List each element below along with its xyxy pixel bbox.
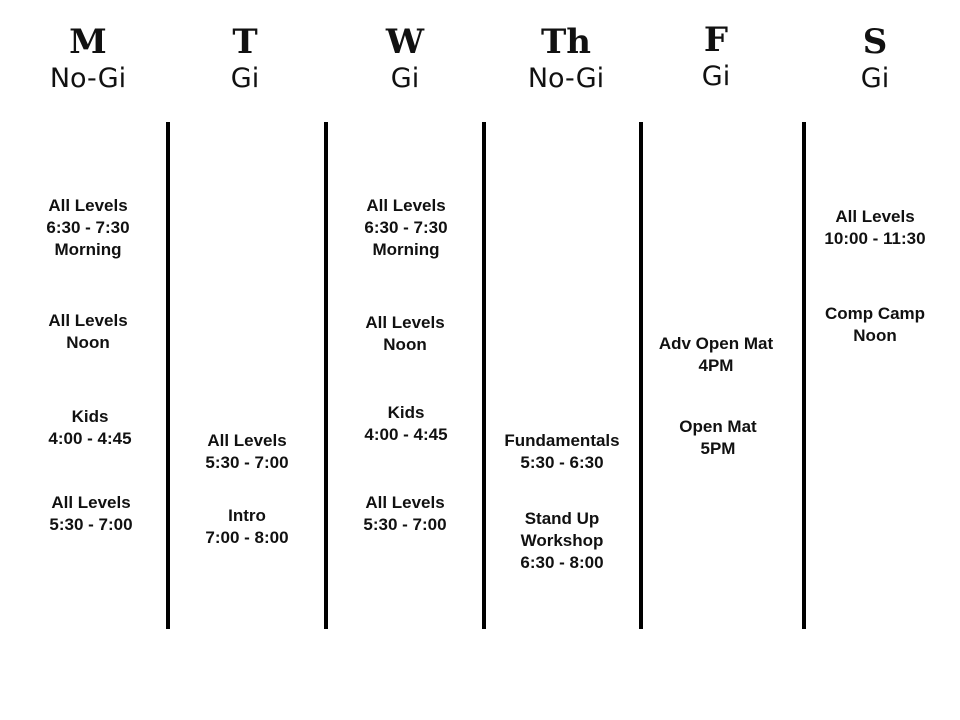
class-block: Fundamentals 5:30 - 6:30: [482, 430, 642, 474]
class-name: All Levels: [835, 207, 915, 226]
class-time: 5:30 - 7:00: [205, 453, 289, 472]
class-block: All Levels 6:30 - 7:30 Morning: [8, 195, 168, 261]
class-block: Comp Camp Noon: [795, 303, 955, 347]
class-name: Intro: [228, 506, 266, 525]
class-time: 5:30 - 7:00: [49, 515, 133, 534]
class-block: All Levels 6:30 - 7:30 Morning: [326, 195, 486, 261]
day-header-friday: F Gi: [636, 20, 796, 94]
class-name: All Levels: [48, 196, 128, 215]
class-name: Open Mat: [679, 417, 757, 436]
day-type: No-Gi: [527, 63, 605, 94]
class-block: All Levels 5:30 - 7:00: [325, 492, 485, 536]
class-name: All Levels: [366, 196, 446, 215]
class-time: 5PM: [700, 439, 736, 458]
column-divider: [324, 122, 328, 629]
class-block: Open Mat 5PM: [638, 416, 798, 460]
class-name: All Levels: [365, 313, 445, 332]
class-time: 6:30 - 8:00: [520, 553, 604, 572]
class-time: 10:00 - 11:30: [824, 229, 926, 248]
class-note: Morning: [372, 240, 440, 259]
day-type: No-Gi: [49, 63, 127, 94]
class-block: Stand Up Workshop 6:30 - 8:00: [482, 508, 642, 574]
class-time: 5:30 - 6:30: [520, 453, 604, 472]
class-name: Kids: [387, 403, 425, 422]
class-block: All Levels 5:30 - 7:00: [11, 492, 171, 536]
class-name: Stand Up: [524, 509, 600, 528]
class-block: All Levels 5:30 - 7:00: [167, 430, 327, 474]
day-header-saturday: S Gi: [795, 22, 955, 96]
class-time: 5:30 - 7:00: [363, 515, 447, 534]
class-name: All Levels: [207, 431, 287, 450]
class-block: Adv Open Mat 4PM: [636, 333, 796, 377]
day-letter: W: [385, 22, 425, 62]
column-divider: [639, 122, 643, 629]
class-block: Kids 4:00 - 4:45: [10, 406, 170, 450]
day-letter: M: [69, 22, 107, 62]
day-letter: T: [232, 22, 258, 62]
day-type: Gi: [230, 63, 260, 94]
day-type: Gi: [390, 63, 420, 94]
day-letter: F: [703, 20, 729, 60]
column-divider: [482, 122, 486, 629]
day-header-wednesday: W Gi: [325, 22, 485, 96]
day-letter: S: [862, 22, 888, 62]
day-header-tuesday: T Gi: [165, 22, 325, 96]
class-time: 6:30 - 7:30: [364, 218, 448, 237]
class-time: Noon: [383, 335, 427, 354]
class-time: 6:30 - 7:30: [46, 218, 130, 237]
class-name: Fundamentals: [504, 431, 620, 450]
class-name: Adv Open Mat: [658, 334, 774, 353]
class-block: All Levels Noon: [8, 310, 168, 354]
day-header-monday: M No-Gi: [8, 22, 168, 96]
class-block: Kids 4:00 - 4:45: [326, 402, 486, 446]
class-time: 4:00 - 4:45: [364, 425, 448, 444]
class-time: 4:00 - 4:45: [48, 429, 132, 448]
class-time: Noon: [853, 326, 897, 345]
class-name: Kids: [71, 407, 109, 426]
day-letter: Th: [540, 22, 592, 62]
class-block: All Levels 10:00 - 11:30: [795, 206, 955, 250]
class-block: All Levels Noon: [325, 312, 485, 356]
class-time: Noon: [66, 333, 110, 352]
class-name: All Levels: [48, 311, 128, 330]
class-name: All Levels: [365, 493, 445, 512]
class-time: 4PM: [698, 356, 734, 375]
column-divider: [166, 122, 170, 629]
day-type: Gi: [860, 63, 890, 94]
column-divider: [802, 122, 806, 629]
day-header-thursday: Th No-Gi: [486, 22, 646, 96]
class-note: Workshop: [520, 531, 604, 550]
day-type: Gi: [701, 61, 731, 92]
class-time: 7:00 - 8:00: [205, 528, 289, 547]
class-block: Intro 7:00 - 8:00: [167, 505, 327, 549]
class-name: All Levels: [51, 493, 131, 512]
class-note: Morning: [54, 240, 122, 259]
class-name: Comp Camp: [824, 304, 926, 323]
